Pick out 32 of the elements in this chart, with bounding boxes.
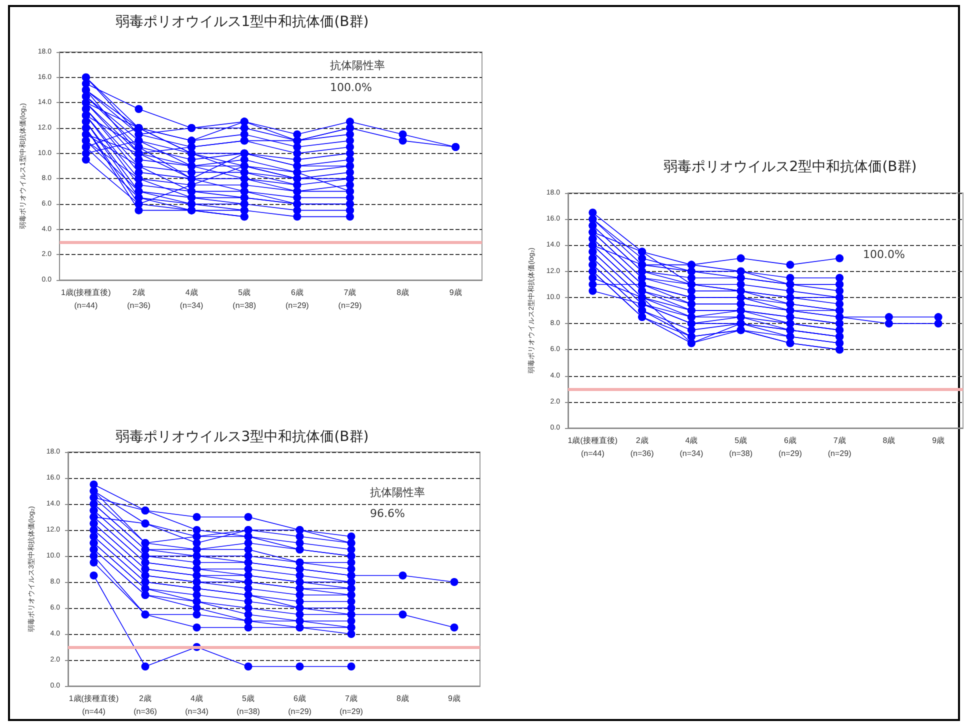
x-tick-label: 4歳 (n=34) — [680, 436, 704, 458]
x-tick-label: 1歳(接種直後) (n=44) — [68, 694, 119, 716]
x-tick-label: 8歳 — [882, 436, 896, 445]
chart-title: 弱毒ポリオウイルス2型中和抗体価(B群) — [663, 159, 917, 175]
x-tick-label: 5歳 (n=38) — [232, 288, 256, 310]
annotation: 100.0% — [330, 81, 372, 94]
x-tick-label: 6歳 (n=29) — [285, 288, 310, 310]
x-tick-label: 5歳 (n=38) — [729, 436, 753, 458]
x-tick-label: 2歳 (n=36) — [127, 288, 151, 310]
x-tick-label: 4歳 (n=34) — [180, 288, 204, 310]
x-tick-label: 1歳(接種直後) (n=44) — [568, 436, 618, 458]
chart-title: 弱毒ポリオウイルス1型中和抗体価(B群) — [115, 14, 369, 30]
x-tick-label: 9歳 — [932, 436, 945, 445]
x-tick-label: 9歳 — [449, 288, 462, 297]
x-tick-label: 4歳 (n=34) — [185, 694, 209, 716]
x-tick-label: 2歳 (n=36) — [134, 694, 158, 716]
x-tick-label: 7歳 (n=29) — [338, 288, 362, 310]
chart-title: 弱毒ポリオウイルス3型中和抗体価(B群) — [115, 429, 369, 445]
x-tick-label: 6歳 (n=29) — [778, 436, 802, 458]
annotation: 96.6% — [370, 507, 405, 520]
x-tick-label: 7歳 (n=29) — [828, 436, 852, 458]
annotation: 抗体陽性率 — [370, 486, 425, 499]
x-tick-label: 6歳 (n=29) — [288, 694, 312, 716]
x-tick-label: 7歳 (n=29) — [340, 694, 364, 716]
x-tick-label: 2歳 (n=36) — [630, 436, 654, 458]
x-tick-label: 8歳 — [396, 694, 409, 703]
x-tick-label: 8歳 — [396, 288, 410, 297]
annotation: 100.0% — [862, 248, 905, 261]
x-tick-label: 9歳 — [448, 694, 460, 703]
x-tick-label: 1歳(接種直後) (n=44) — [61, 288, 112, 310]
x-tick-label: 5歳 (n=38) — [236, 694, 260, 716]
annotation: 抗体陽性率 — [330, 59, 385, 72]
